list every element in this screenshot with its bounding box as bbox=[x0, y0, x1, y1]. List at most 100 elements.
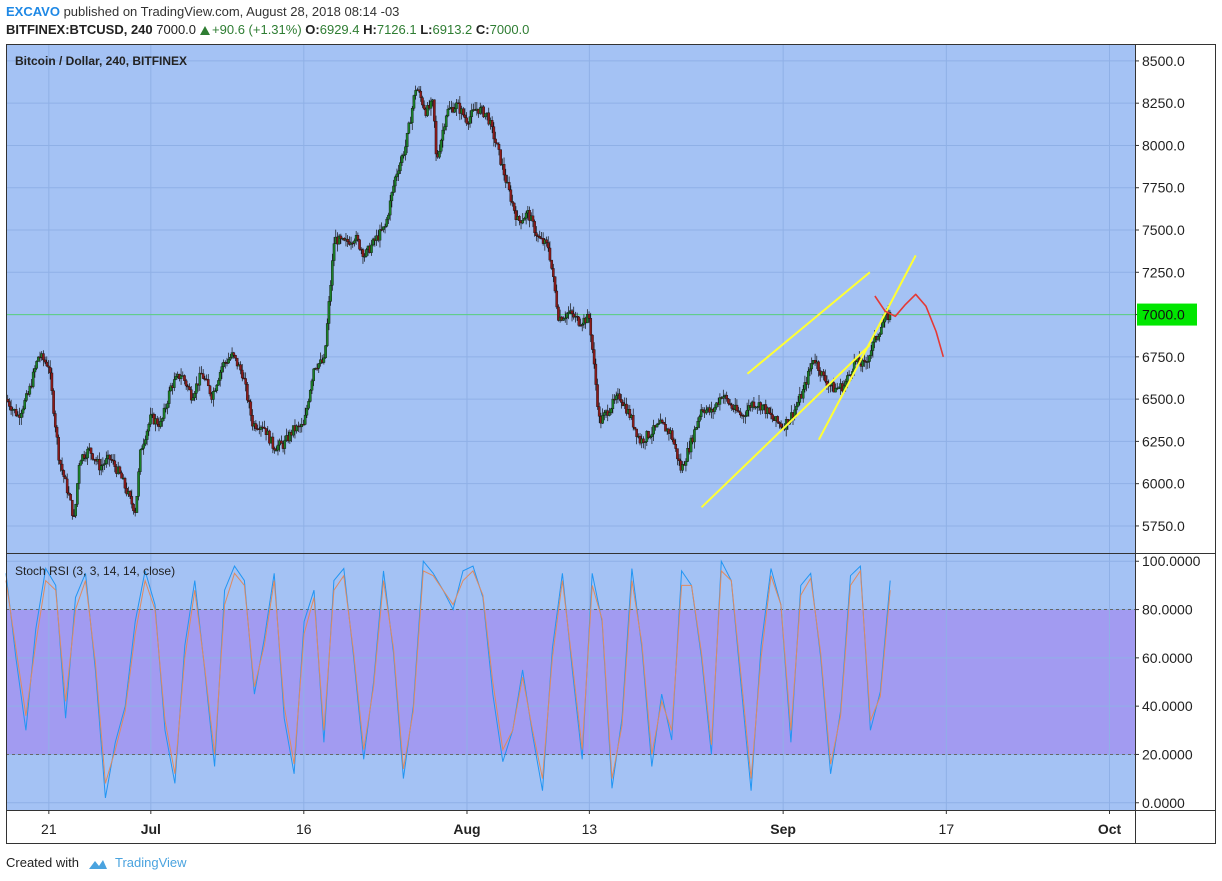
stoch-lines bbox=[5, 559, 891, 798]
price-tick-label-3: 7750.0 bbox=[1142, 180, 1185, 196]
candle-body-332 bbox=[570, 310, 574, 315]
candle-body-15 bbox=[31, 371, 35, 387]
candle-body-70 bbox=[125, 487, 128, 495]
candle-body-356 bbox=[611, 398, 615, 410]
author-link[interactable]: EXCAVO bbox=[6, 4, 60, 19]
candle-body-235 bbox=[405, 132, 409, 147]
candle-body-118 bbox=[206, 379, 210, 387]
candle-body-355 bbox=[609, 408, 613, 413]
drawing-annotations[interactable] bbox=[700, 254, 945, 509]
time-axis[interactable]: 21 Jul 16 Aug 13 Sep 17 Oct bbox=[41, 810, 1122, 837]
candle-body-187 bbox=[324, 345, 327, 359]
candle-body-144 bbox=[251, 415, 254, 427]
candle-body-1 bbox=[8, 401, 11, 407]
candle-body-183 bbox=[317, 363, 321, 369]
candle-body-434 bbox=[744, 415, 747, 418]
candle-body-221 bbox=[382, 226, 385, 230]
candle-body-346 bbox=[594, 363, 598, 385]
candle-body-45 bbox=[82, 454, 86, 459]
candle-body-127 bbox=[222, 361, 225, 367]
candle-body-283 bbox=[487, 112, 491, 125]
tradingview-logo-icon[interactable] bbox=[87, 858, 109, 870]
candle-body-431 bbox=[739, 411, 742, 416]
price-axis[interactable]: 8500.0 8250.0 8000.0 7750.0 7500.0 7250.0 7000… bbox=[1135, 53, 1185, 534]
candle-body-214 bbox=[370, 244, 373, 253]
candle-body-348 bbox=[597, 406, 601, 417]
candle-body-236 bbox=[407, 122, 411, 134]
candle-body-76 bbox=[135, 496, 139, 513]
publish-line: EXCAVO published on TradingView.com, Aug… bbox=[6, 4, 399, 19]
price-tick-label-5: 7250.0 bbox=[1142, 264, 1185, 280]
stoch-tick-label-0: 100.0000 bbox=[1142, 553, 1201, 569]
steep-trend-line[interactable] bbox=[817, 254, 917, 441]
candle-body-93 bbox=[164, 407, 168, 410]
candle-body-63 bbox=[113, 460, 117, 467]
candle-body-88 bbox=[155, 418, 159, 425]
candle-body-41 bbox=[76, 483, 79, 505]
channel-bottom-line[interactable] bbox=[700, 344, 871, 509]
stoch-tick-label-5: 0.0000 bbox=[1142, 795, 1185, 811]
candle-body-509 bbox=[871, 341, 875, 351]
candle-body-368 bbox=[631, 414, 635, 428]
candle-body-90 bbox=[159, 421, 162, 427]
candle-body-61 bbox=[110, 458, 113, 461]
candle-body-121 bbox=[212, 391, 215, 400]
last-price: 7000.0 bbox=[156, 22, 197, 37]
candle-body-49 bbox=[89, 447, 93, 454]
candle-body-43 bbox=[79, 460, 83, 466]
stoch-rsi-band bbox=[6, 609, 1135, 755]
candle-body-450 bbox=[771, 414, 774, 420]
candle-body-163 bbox=[283, 439, 287, 449]
candle-body-188 bbox=[325, 323, 329, 346]
candle-body-251 bbox=[433, 99, 436, 122]
candle-body-69 bbox=[123, 477, 127, 489]
candle-body-170 bbox=[295, 425, 298, 432]
candle-body-23 bbox=[45, 361, 49, 367]
candle-body-113 bbox=[198, 372, 202, 386]
candle-body-425 bbox=[728, 403, 732, 405]
candle-body-513 bbox=[878, 333, 881, 337]
candle-body-375 bbox=[643, 441, 647, 443]
candle-body-351 bbox=[603, 412, 606, 416]
candle-body-327 bbox=[562, 318, 565, 321]
candle-body-35 bbox=[65, 478, 69, 494]
projection-path[interactable] bbox=[874, 293, 945, 358]
candle-body-305 bbox=[524, 212, 528, 219]
candle-body-515 bbox=[881, 321, 885, 328]
candle-body-219 bbox=[378, 229, 382, 241]
candle-body-94 bbox=[166, 403, 169, 409]
candle-body-254 bbox=[438, 150, 441, 158]
candle-body-252 bbox=[434, 120, 438, 155]
candle-body-330 bbox=[567, 311, 570, 314]
price-tick-label-4: 7500.0 bbox=[1142, 222, 1185, 238]
candle-body-135 bbox=[235, 357, 239, 367]
candle-body-337 bbox=[579, 325, 582, 327]
candle-body-179 bbox=[310, 380, 314, 391]
candle-body-503 bbox=[861, 359, 864, 367]
candle-body-310 bbox=[533, 221, 536, 233]
candle-body-230 bbox=[397, 170, 400, 175]
candle-body-506 bbox=[866, 361, 870, 363]
candle-body-328 bbox=[563, 317, 567, 320]
stoch-rsi-axis[interactable]: 100.0000 80.0000 60.0000 40.0000 20.0000 0.00… bbox=[1135, 553, 1201, 811]
candle-body-56 bbox=[101, 464, 105, 466]
candle-body-99 bbox=[174, 376, 178, 380]
candle-body-489 bbox=[837, 387, 841, 390]
candle-body-79 bbox=[140, 448, 144, 451]
candle-body-264 bbox=[455, 102, 458, 109]
candle-body-399 bbox=[684, 461, 688, 466]
candle-body-307 bbox=[528, 210, 531, 221]
candle-body-60 bbox=[108, 454, 111, 460]
candle-body-226 bbox=[390, 192, 394, 202]
tradingview-link[interactable]: TradingView bbox=[114, 855, 187, 870]
candle-body-224 bbox=[387, 214, 390, 220]
candle-body-481 bbox=[823, 375, 827, 382]
candle-body-378 bbox=[648, 436, 652, 439]
candle-body-417 bbox=[715, 402, 718, 408]
candle-body-288 bbox=[495, 142, 499, 145]
price-pane[interactable] bbox=[6, 44, 1135, 553]
channel-top-line[interactable] bbox=[746, 271, 871, 375]
candle-body-424 bbox=[727, 398, 730, 404]
candle-body-2 bbox=[9, 406, 13, 411]
